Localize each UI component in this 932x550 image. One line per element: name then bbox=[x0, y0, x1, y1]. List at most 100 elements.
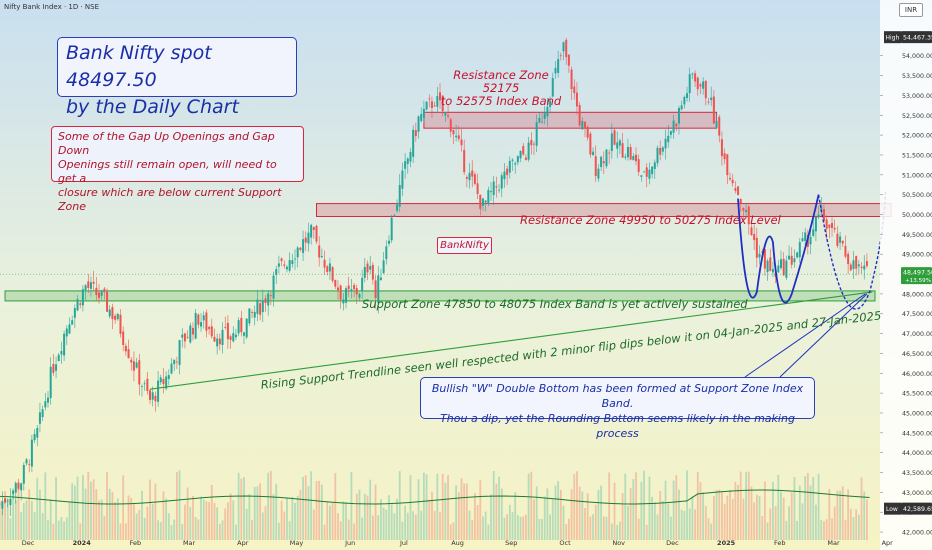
last-price-tag bbox=[901, 267, 932, 285]
volume-bar bbox=[734, 481, 737, 540]
volume-bar bbox=[683, 510, 686, 540]
x-tick-label: Apr bbox=[237, 539, 249, 547]
candle-body bbox=[487, 189, 490, 205]
volume-bar bbox=[463, 483, 466, 540]
candle-body bbox=[796, 252, 799, 258]
candle-body bbox=[71, 320, 74, 325]
candle-body bbox=[422, 108, 425, 118]
volume-bar bbox=[57, 520, 60, 540]
volume-bar bbox=[393, 513, 396, 540]
volume-bar bbox=[143, 517, 146, 540]
y-tick-label: 49,000.00 bbox=[902, 252, 932, 259]
volume-bar bbox=[629, 488, 632, 540]
candle-body bbox=[119, 314, 122, 334]
low-label: Low bbox=[886, 506, 898, 513]
volume-bar bbox=[656, 514, 659, 540]
volume-bar bbox=[116, 498, 119, 540]
volume-bar bbox=[358, 489, 361, 540]
candle-body bbox=[162, 379, 165, 385]
candle-body bbox=[667, 135, 670, 143]
candle-body bbox=[476, 183, 479, 194]
volume-bar bbox=[0, 500, 1, 540]
volume-bar bbox=[92, 479, 95, 540]
volume-bar bbox=[447, 475, 449, 540]
candle-body bbox=[444, 112, 447, 116]
candle-body bbox=[350, 289, 353, 292]
volume-bar bbox=[248, 493, 251, 540]
candle-body bbox=[130, 359, 133, 363]
volume-bar bbox=[863, 491, 866, 540]
volume-bar bbox=[390, 504, 393, 540]
volume-bar bbox=[774, 506, 777, 540]
candle-body bbox=[358, 294, 361, 298]
volume-bar bbox=[423, 472, 425, 540]
volume-bar bbox=[753, 502, 756, 540]
candle-body bbox=[55, 364, 58, 371]
volume-bar bbox=[149, 479, 151, 540]
candle-body bbox=[47, 397, 49, 403]
candle-body bbox=[12, 490, 15, 495]
volume-bar bbox=[431, 491, 433, 540]
candle-body bbox=[691, 73, 694, 75]
candle-body bbox=[538, 117, 541, 123]
candle-body bbox=[565, 39, 568, 57]
volume-bar bbox=[670, 516, 672, 540]
candle-body bbox=[111, 307, 114, 320]
volume-bar bbox=[815, 504, 817, 540]
candle-body bbox=[49, 366, 52, 399]
volume-bar bbox=[288, 521, 291, 540]
candle-body bbox=[127, 349, 130, 359]
candle-body bbox=[839, 236, 842, 243]
volume-bar bbox=[79, 523, 82, 540]
volume-bar bbox=[796, 520, 799, 540]
volume-bar bbox=[39, 489, 41, 540]
candle-body bbox=[30, 439, 33, 467]
volume-bar bbox=[664, 480, 667, 540]
volume-bar bbox=[594, 504, 597, 540]
low-value: 42,589.65 bbox=[903, 506, 932, 513]
volume-bar bbox=[511, 511, 514, 540]
volume-bar bbox=[232, 500, 235, 540]
candle-body bbox=[551, 78, 554, 97]
volume-bar bbox=[68, 502, 71, 540]
volume-bar bbox=[514, 492, 517, 540]
currency-button[interactable]: INR bbox=[899, 3, 923, 17]
candle-body bbox=[755, 237, 758, 258]
volume-bar bbox=[398, 471, 401, 540]
volume-bar bbox=[388, 495, 390, 540]
volume-bar bbox=[106, 472, 108, 540]
volume-bar bbox=[49, 499, 52, 540]
candle-body bbox=[849, 264, 852, 271]
high-label: High bbox=[886, 34, 900, 41]
candle-body bbox=[731, 179, 734, 184]
candle-body bbox=[817, 214, 820, 218]
volume-bar bbox=[777, 474, 780, 540]
candle-body bbox=[699, 84, 702, 87]
volume-bar bbox=[366, 495, 369, 540]
x-tick-label: Aug bbox=[451, 539, 464, 547]
candle-body bbox=[143, 383, 146, 385]
volume-bar bbox=[645, 524, 648, 540]
volume-bar bbox=[73, 485, 76, 540]
resistance-upper-line-1: Resistance Zone 52175 bbox=[453, 68, 549, 95]
candle-body bbox=[149, 390, 152, 400]
low-tag bbox=[901, 502, 932, 515]
volume-bar bbox=[28, 489, 31, 540]
volume-bar bbox=[809, 485, 812, 540]
x-tick-label: Feb bbox=[774, 539, 786, 547]
candle-body bbox=[4, 498, 7, 503]
candle-body bbox=[541, 121, 544, 123]
candle-body bbox=[704, 80, 707, 99]
candle-body bbox=[285, 266, 288, 270]
volume-bar bbox=[707, 518, 710, 540]
x-tick-label: Nov bbox=[612, 539, 625, 547]
candle-body bbox=[124, 345, 127, 352]
candle-body bbox=[95, 287, 98, 296]
candle-body bbox=[460, 139, 463, 146]
volume-bar bbox=[825, 519, 828, 540]
volume-bar bbox=[866, 499, 868, 540]
candle-body bbox=[425, 101, 428, 110]
volume-bar bbox=[790, 492, 793, 540]
